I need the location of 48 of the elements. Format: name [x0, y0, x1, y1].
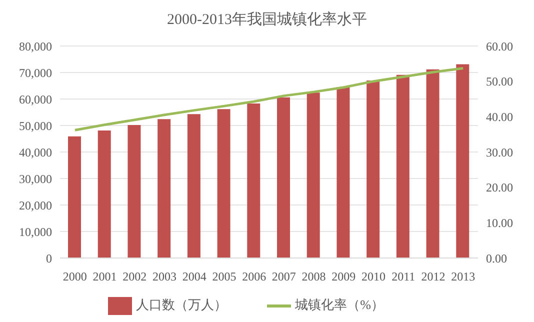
- bar: [366, 80, 380, 258]
- bar: [396, 74, 410, 258]
- legend-label: 人口数（万人）: [136, 296, 228, 312]
- x-tick-label: 2009: [332, 270, 356, 284]
- x-tick-label: 2002: [122, 270, 147, 284]
- y-tick-label: 10,000: [19, 224, 52, 239]
- y-tick-label: 70,000: [19, 66, 52, 80]
- x-tick-label: 2013: [451, 270, 476, 284]
- x-tick-label: 2007: [272, 270, 296, 284]
- x-tick-label: 2012: [421, 270, 446, 284]
- y2-tick-label: 30.00: [486, 145, 513, 160]
- y-tick-label: 40,000: [19, 145, 52, 160]
- line-series: [74, 67, 464, 132]
- legend-label: 城镇化率（%）: [295, 296, 384, 312]
- bar: [456, 64, 470, 258]
- y-tick-label: 30,000: [19, 172, 52, 186]
- y2-tick-label: 20.00: [486, 180, 513, 195]
- bar: [336, 87, 350, 258]
- bar: [277, 97, 290, 258]
- bar: [426, 69, 440, 258]
- x-tick-label: 2011: [392, 270, 416, 284]
- bar: [68, 136, 81, 258]
- bar: [187, 114, 200, 258]
- y2-tick-label: 50.00: [486, 74, 513, 89]
- y2-tick-label: 40.00: [486, 110, 513, 124]
- x-tick-label: 2003: [152, 270, 176, 284]
- x-tick-label: 2000: [62, 270, 87, 284]
- bar: [247, 104, 260, 258]
- y-tick-label: 20,000: [19, 198, 52, 212]
- x-tick-label: 2006: [242, 270, 266, 284]
- bar: [98, 130, 111, 258]
- y-tick-label: 50,000: [19, 118, 52, 133]
- bar: [217, 109, 230, 258]
- bar: [158, 119, 171, 258]
- y2-tick-label: 0.00: [486, 251, 507, 266]
- bar: [306, 92, 320, 258]
- y-tick-label: 80,000: [19, 39, 52, 54]
- y2-tick-label: 10.00: [486, 216, 513, 230]
- y-tick-label: 0: [46, 251, 52, 266]
- y-tick-label: 60,000: [19, 92, 52, 106]
- x-tick-label: 2010: [362, 270, 386, 284]
- x-tick-label: 2004: [182, 270, 206, 284]
- x-tick-label: 2005: [212, 270, 236, 284]
- bar: [128, 124, 141, 258]
- x-tick-label: 2001: [92, 270, 117, 284]
- y2-tick-label: 60.00: [486, 39, 513, 54]
- x-tick-label: 2008: [302, 270, 326, 284]
- chart-title: 2000-2013年我国城镇化率水平: [166, 10, 368, 29]
